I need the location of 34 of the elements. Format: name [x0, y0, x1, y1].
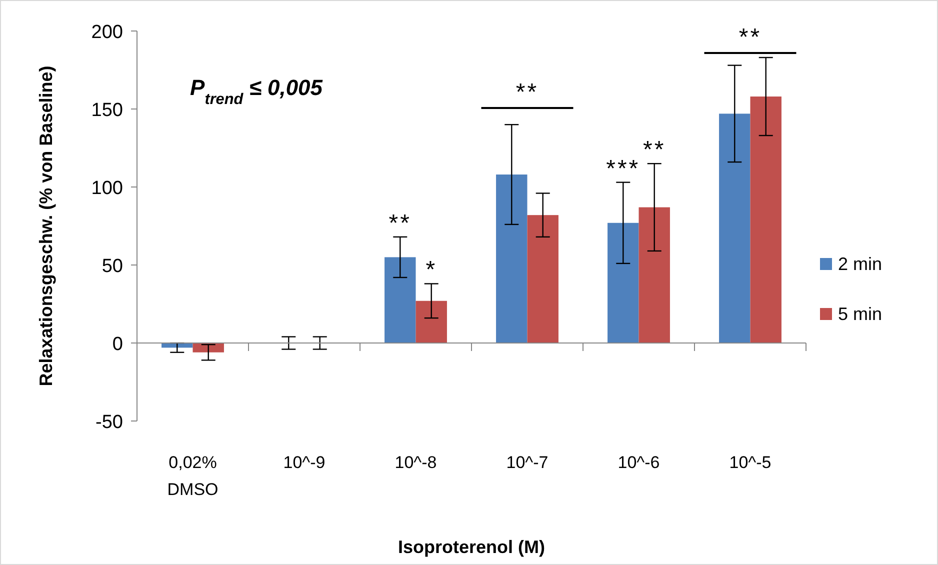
- data-label: *: [426, 256, 438, 284]
- x-tick-label: 10^-9: [283, 453, 326, 472]
- data-label: **: [388, 210, 412, 237]
- bar: [750, 96, 782, 343]
- x-axis-title: Isoproterenol (M): [398, 537, 546, 557]
- bar: [527, 215, 558, 343]
- bar: [384, 257, 416, 343]
- x-tick-label: 10^-7: [506, 453, 548, 472]
- bar: [719, 114, 750, 343]
- x-tick-label: 10^-5: [729, 453, 772, 472]
- significance-bracket: **: [481, 79, 574, 109]
- legend-label: 2 min: [838, 254, 882, 274]
- annotation: **: [516, 79, 539, 106]
- bar: [608, 222, 639, 343]
- y-tick-label: 150: [91, 100, 123, 121]
- y-tick-label: 0: [112, 334, 123, 355]
- x-tick-label: 10^-6: [618, 453, 660, 472]
- y-tick-label: 200: [91, 22, 123, 43]
- data-label: **: [643, 136, 666, 164]
- significance-bracket: **: [704, 24, 796, 54]
- legend-label: 5 min: [838, 304, 882, 324]
- y-tick-label: -50: [96, 412, 123, 433]
- bar: [416, 300, 447, 343]
- bar: [496, 174, 528, 343]
- annotation: P$_{trend}$ ≤ 0,005: [190, 75, 324, 108]
- y-axis-title: Relaxationsgeschw. (% von Baseline): [36, 66, 56, 386]
- x-tick-label: 0,02% DMSO: [167, 453, 218, 499]
- data-label: ***: [606, 155, 640, 182]
- x-tick-label: 10^-8: [394, 453, 437, 472]
- bar: [638, 207, 670, 343]
- y-tick-label: 100: [91, 178, 123, 199]
- y-tick-label: 50: [102, 256, 123, 277]
- annotation: **: [738, 24, 762, 51]
- bar: [192, 343, 224, 352]
